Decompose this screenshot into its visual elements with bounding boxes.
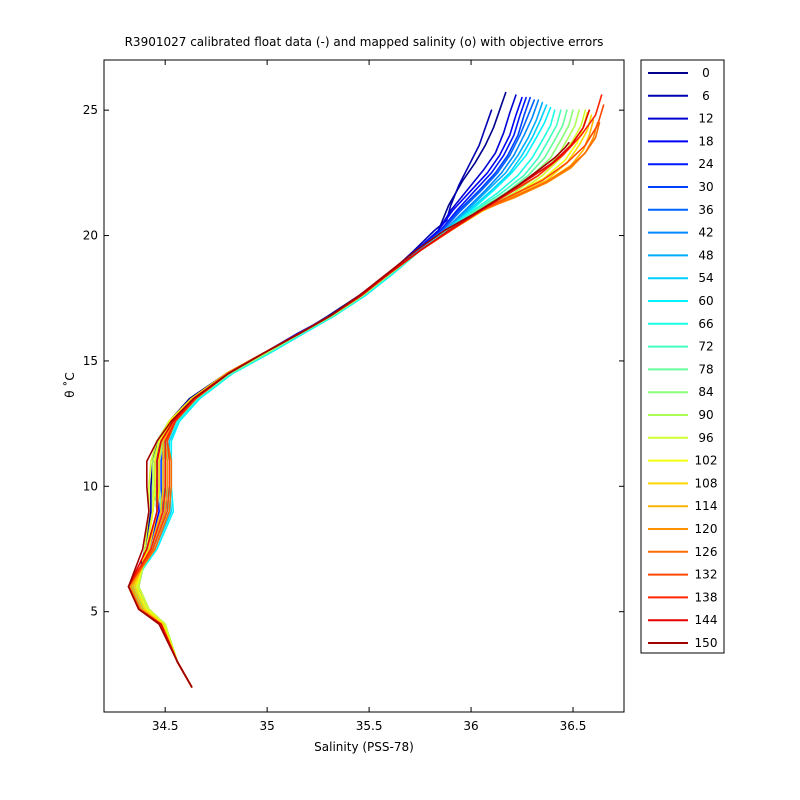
- legend-label-84: 84: [698, 385, 713, 399]
- legend-label-150: 150: [695, 636, 718, 650]
- series-line-102: [135, 111, 589, 688]
- legend-label-96: 96: [698, 431, 713, 445]
- legend-label-72: 72: [698, 340, 713, 354]
- y-tick-label: 10: [83, 479, 98, 493]
- series-line-114: [131, 119, 595, 688]
- tick-layer: 34.5 35 35.5 36 36.5 5 10 15 20 25: [83, 60, 624, 733]
- legend-label-12: 12: [698, 112, 713, 126]
- chart-title: R3901027 calibrated float data (-) and m…: [124, 35, 604, 49]
- y-axis-label: θ ˚C: [63, 372, 77, 398]
- legend: 0 6 12 18 24 30 36 42 48 54 60 66 72 78 84 90 96 102 108 11…: [640, 59, 725, 654]
- legend-label-66: 66: [698, 317, 713, 331]
- legend-label-0: 0: [702, 66, 710, 80]
- x-tick-label: 36.5: [560, 719, 587, 733]
- legend-label-120: 120: [695, 522, 718, 536]
- legend-label-54: 54: [698, 271, 713, 285]
- legend-label-30: 30: [698, 180, 713, 194]
- legend-label-126: 126: [695, 545, 718, 559]
- legend-label-102: 102: [695, 454, 718, 468]
- y-tick-label: 20: [83, 229, 98, 243]
- legend-label-78: 78: [698, 362, 713, 376]
- x-tick-label: 36: [463, 719, 478, 733]
- legend-label-90: 90: [698, 408, 713, 422]
- x-tick-label: 35.5: [356, 719, 383, 733]
- legend-label-18: 18: [698, 134, 713, 148]
- legend-label-6: 6: [702, 89, 710, 103]
- legend-label-114: 114: [695, 499, 718, 513]
- legend-label-48: 48: [698, 248, 713, 262]
- legend-label-144: 144: [695, 613, 718, 627]
- y-tick-label: 25: [83, 103, 98, 117]
- legend-label-60: 60: [698, 294, 713, 308]
- legend-label-24: 24: [698, 157, 713, 171]
- plot-frame: [103, 59, 625, 713]
- legend-label-138: 138: [695, 590, 718, 604]
- x-tick-label: 34.5: [152, 719, 179, 733]
- x-tick-label: 35: [259, 719, 274, 733]
- legend-frame: [640, 59, 725, 654]
- legend-label-42: 42: [698, 226, 713, 240]
- y-tick-label: 5: [90, 605, 98, 619]
- series-line-0: [135, 91, 507, 688]
- legend-label-132: 132: [695, 568, 718, 582]
- legend-label-108: 108: [695, 476, 718, 490]
- series-line-126: [127, 121, 601, 688]
- series-line-72: [133, 109, 562, 688]
- series-layer: [127, 91, 605, 688]
- series-line-120: [129, 121, 599, 688]
- x-axis-label: Salinity (PSS-78): [314, 740, 414, 754]
- series-line-18: [133, 96, 523, 688]
- series-line-150: [127, 142, 570, 688]
- y-tick-label: 15: [83, 354, 98, 368]
- legend-label-36: 36: [698, 203, 713, 217]
- series-line-108: [133, 114, 593, 688]
- series-line-24: [133, 96, 527, 688]
